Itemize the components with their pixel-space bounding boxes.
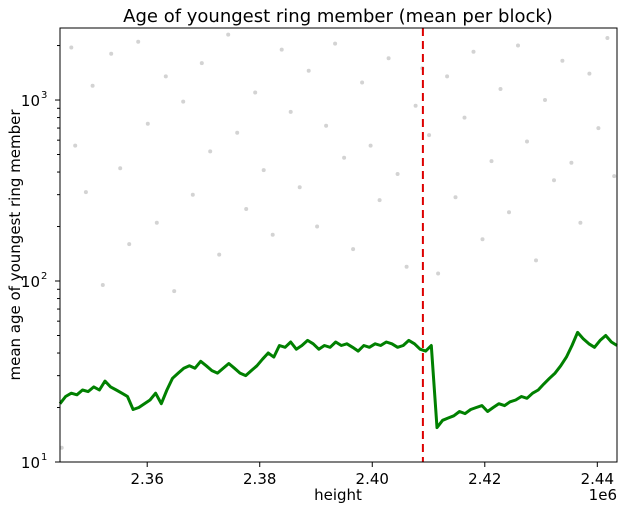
y-tick-exponent: 1 [41, 452, 47, 463]
x-axis-offset-label: 1e6 [589, 486, 617, 504]
scatter-point [163, 74, 168, 79]
chart-title: Age of youngest ring member (mean per bl… [123, 6, 553, 27]
scatter-point [199, 61, 204, 66]
y-tick-exponent: 3 [41, 90, 47, 101]
scatter-point [270, 232, 275, 237]
scatter-point [413, 103, 418, 108]
scatter-point [560, 58, 565, 63]
scatter-point [569, 160, 574, 165]
plot-frame [59, 27, 618, 463]
scatter-point [587, 71, 592, 76]
scatter-point [342, 155, 347, 160]
mean-line [58, 330, 618, 430]
scatter-point [516, 43, 520, 48]
scatter-point [351, 247, 356, 252]
scatter-point [498, 87, 503, 91]
x-tick-label: 2.36 [131, 470, 164, 488]
scatter-point [127, 242, 132, 247]
x-tick-label: 2.44 [581, 470, 614, 488]
scatter-point [480, 237, 485, 242]
scatter-point [333, 41, 338, 46]
scatter-point [543, 98, 547, 102]
scatter-point [552, 178, 556, 183]
scatter-point [471, 49, 476, 54]
scatter-point [109, 51, 114, 56]
x-axis-ticks: 2.36 2.38 2.40 2.42 2.44 [131, 462, 614, 488]
scatter-point [596, 126, 601, 131]
y-tick-label: 10 [21, 273, 40, 291]
scatter-point [368, 143, 373, 148]
scatter-point [217, 252, 222, 257]
scatter-point [525, 139, 529, 144]
scatter-point [226, 32, 231, 37]
scatter-point [386, 56, 391, 61]
scatter-point [453, 195, 458, 200]
y-tick-label: 10 [21, 454, 40, 472]
scatter-point [427, 133, 432, 138]
scatter-series [59, 32, 617, 450]
scatter-point [253, 90, 258, 95]
scatter-point [100, 283, 105, 287]
scatter-point [154, 220, 159, 225]
scatter-point [69, 45, 74, 50]
scatter-point [395, 172, 400, 176]
scatter-point [612, 174, 617, 179]
scatter-point [244, 207, 249, 211]
scatter-point [136, 39, 141, 44]
scatter-point [489, 159, 494, 164]
y-tick-exponent: 2 [41, 271, 47, 282]
scatter-point [605, 36, 610, 40]
x-tick-label: 2.40 [356, 470, 389, 488]
scatter-point [306, 68, 311, 73]
scatter-point [208, 149, 213, 154]
scatter-point [145, 121, 150, 126]
scatter-point [118, 166, 123, 171]
scatter-point [83, 190, 88, 195]
scatter-point [172, 289, 177, 294]
scatter-point [507, 210, 511, 215]
scatter-point [297, 185, 302, 190]
scatter-point [404, 264, 409, 269]
x-tick-label: 2.42 [468, 470, 501, 488]
scatter-point [190, 192, 195, 197]
y-tick-label: 10 [21, 92, 40, 110]
line-series [58, 330, 618, 430]
scatter-point [462, 115, 467, 120]
scatter-point [181, 99, 186, 104]
x-tick-label: 2.38 [243, 470, 276, 488]
y-axis-label: mean age of youngest ring member [6, 109, 24, 381]
scatter-point [534, 258, 538, 263]
scatter-point [59, 445, 64, 450]
scatter-point [235, 130, 240, 135]
scatter-point [436, 271, 441, 276]
scatter-point [261, 168, 266, 173]
scatter-point [360, 80, 365, 85]
scatter-point [377, 198, 382, 203]
scatter-point [315, 224, 320, 229]
scatter-point [73, 143, 78, 148]
scatter-point [445, 74, 450, 79]
scatter-point [324, 123, 329, 128]
scatter-point [90, 83, 95, 88]
scatter-point [279, 47, 284, 52]
x-axis-label: height [314, 486, 362, 504]
scatter-point [578, 220, 583, 225]
scatter-point [288, 109, 293, 114]
